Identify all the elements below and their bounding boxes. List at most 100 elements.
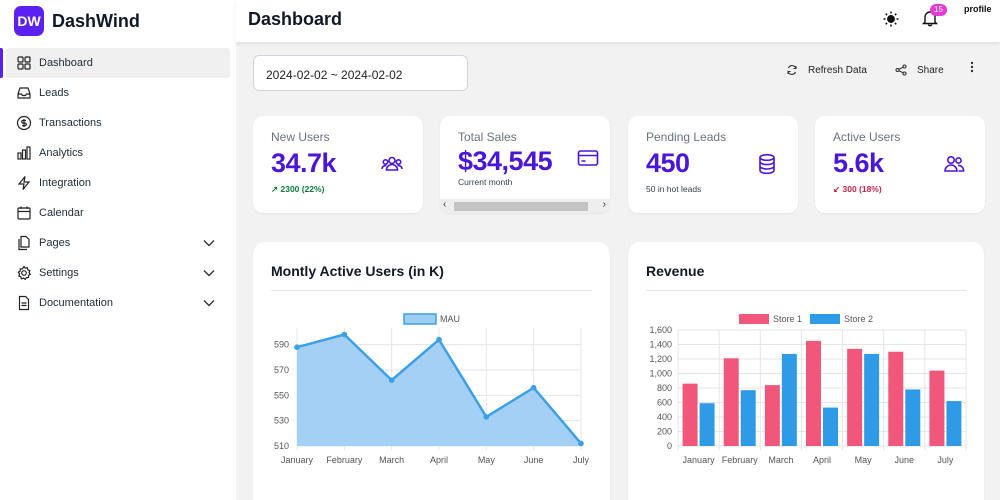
brand-name: DashWind [52,10,140,31]
users-icon [942,152,966,176]
bar-store1 [929,370,945,446]
mau-chart: MAU 510 530 550 570 590 January February March Ap… [274,313,590,465]
x-tick-label: July [937,455,954,465]
x-tick-label: February [722,455,759,465]
sidebar-item-dashboard[interactable]: Dashboard [0,48,230,78]
legend-swatch [403,313,437,325]
x-tick-label: June [524,455,544,465]
bar-store2 [864,353,880,446]
legend-label: Store 1 [773,314,802,324]
stat-value: 34.7k [271,148,337,178]
dollar-icon [16,115,32,131]
sidebar-item-pages[interactable]: Pages [0,228,236,258]
sidebar-item-integration[interactable]: Integration [0,168,236,198]
divider [271,290,592,291]
calendar-icon [16,205,32,221]
y-tick-label: 600 [657,398,672,408]
x-tick-label: March [768,455,793,465]
horizontal-scrollbar[interactable]: ‹ › [440,199,610,213]
y-tick-label: 550 [274,390,289,400]
sidebar-item-documentation[interactable]: Documentation [0,288,236,318]
scroll-left-icon[interactable]: ‹ [443,199,447,210]
inbox-icon [16,85,32,101]
share-label: Share [917,64,944,76]
brand[interactable]: DW DashWind [14,6,140,36]
sidebar-item-label: Integration [39,177,91,189]
bar-chart-icon [16,145,32,161]
scroll-right-icon[interactable]: › [602,199,606,210]
legend-label: Store 2 [844,314,873,324]
sidebar-item-label: Dashboard [39,57,93,69]
scrollbar-thumb[interactable] [454,202,588,211]
sun-icon[interactable] [882,10,900,28]
more-options-icon[interactable] [966,60,978,74]
y-tick-label: 200 [657,427,672,437]
x-tick-label: June [895,455,915,465]
bar-store2 [823,407,838,446]
sidebar-item-analytics[interactable]: Analytics [0,138,236,168]
chevron-down-icon[interactable] [202,236,216,250]
y-tick-label: 570 [274,365,289,375]
x-tick-label: January [281,455,314,465]
refresh-data-button[interactable]: Refresh Data [786,60,867,80]
stat-value: $34,545 [458,146,553,176]
credit-card-icon [576,146,600,170]
date-range-picker[interactable]: 2024-02-02 ~ 2024-02-02 [253,55,468,91]
x-tick-label: July [573,455,590,465]
stat-title: Total Sales [458,130,517,144]
bar-store1 [847,348,863,446]
document-icon [16,295,32,311]
bar-store1 [888,351,904,446]
mau-chart-card: Montly Active Users (in K) MAU 510 530 550 5… [253,242,610,500]
y-tick-label: 530 [274,416,289,426]
data-point [294,344,300,350]
stat-card-new-users: New Users 34.7k ↗ 2300 (22%) [253,116,423,213]
gear-icon [16,265,32,281]
sidebar-item-label: Pages [39,237,71,249]
stat-description: 50 in hot leads [646,184,702,194]
sidebar-item-leads[interactable]: Leads [0,78,236,108]
x-tick-label: April [430,455,448,465]
chart-title: Revenue [646,263,705,279]
x-tick-label: May [855,455,873,465]
page-title: Dashboard [248,9,343,29]
bar-store1 [723,358,739,446]
bar-store1 [682,383,698,446]
data-point [530,384,537,391]
sidebar-item-settings[interactable]: Settings [0,258,236,288]
chevron-down-icon[interactable] [202,266,216,280]
revenue-chart-card: Revenue Store 1 Store 2 0 200 400 600 800 1,000… [628,242,984,500]
refresh-icon [787,65,797,75]
share-button[interactable]: Share [895,60,944,80]
bar-store2 [946,401,962,446]
sidebar-item-transactions[interactable]: Transactions [0,108,236,138]
sidebar-item-calendar[interactable]: Calendar [0,198,236,228]
y-tick-label: 510 [274,441,289,451]
data-point [483,414,490,420]
bar-store2 [740,390,756,446]
sidebar-item-label: Settings [39,267,79,279]
sidebar-item-label: Calendar [39,207,84,219]
sidebar-nav: Dashboard Leads Transactions Analytics I… [0,48,236,318]
data-point [388,377,395,383]
sidebar: DW DashWind Dashboard Leads Transactions… [0,0,236,500]
data-point [436,336,442,343]
chevron-down-icon[interactable] [202,296,216,310]
chart-title: Montly Active Users (in K) [271,263,444,279]
series-area-mau [297,334,581,446]
stat-title: New Users [271,130,330,144]
grid-icon [16,55,32,71]
refresh-data-label: Refresh Data [808,64,867,76]
bar-store1 [806,340,821,446]
x-tick-label: May [478,455,496,465]
legend-swatch [739,314,769,324]
bolt-icon [16,175,32,191]
profile-avatar[interactable]: profile [964,4,992,14]
x-tick-label: April [813,455,831,465]
stat-title: Active Users [833,130,901,144]
stat-description: Current month [458,177,513,187]
data-point [578,440,584,447]
legend-swatch [810,314,840,324]
stat-card-pending-leads: Pending Leads 450 50 in hot leads [628,116,798,213]
sidebar-item-label: Transactions [39,117,102,129]
